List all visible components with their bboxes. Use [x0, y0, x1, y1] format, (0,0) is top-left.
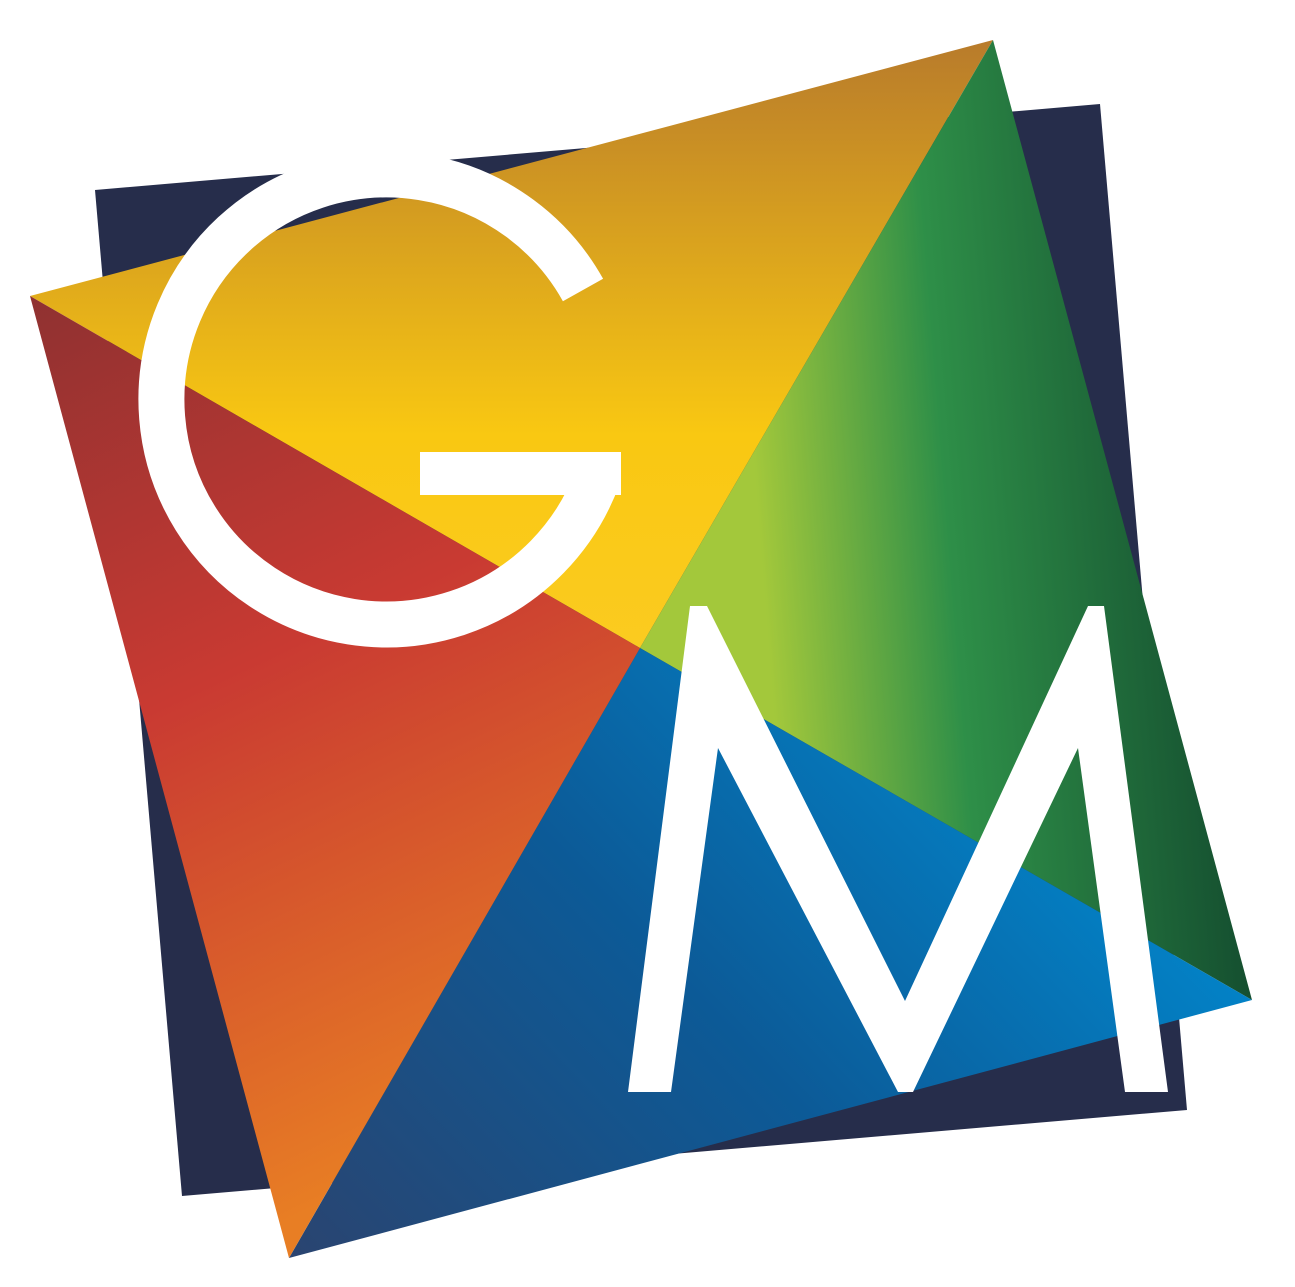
letter-m — [628, 606, 1168, 1092]
bottom-blue-panel — [289, 648, 1252, 1258]
top-gold-panel — [30, 40, 993, 648]
letter-g-bar — [420, 452, 621, 495]
letter-g — [138, 151, 621, 648]
letter-g-arc — [138, 151, 620, 648]
